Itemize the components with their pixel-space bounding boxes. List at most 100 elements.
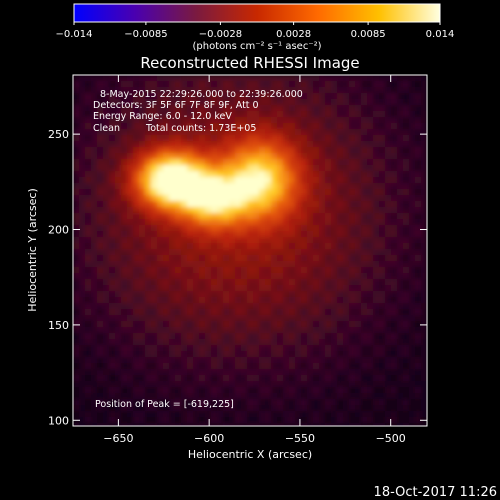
heatmap-cell <box>175 165 182 172</box>
heatmap-cell <box>163 153 170 160</box>
heatmap-cell <box>199 219 206 226</box>
heatmap-cell <box>223 297 230 304</box>
heatmap-cell <box>217 309 224 316</box>
heatmap-cell <box>337 135 344 142</box>
heatmap-cell <box>187 201 194 208</box>
heatmap-cell <box>337 369 344 376</box>
heatmap-cell <box>319 243 326 250</box>
heatmap-cell <box>313 369 320 376</box>
heatmap-cell <box>223 411 230 418</box>
heatmap-cell <box>331 117 338 124</box>
heatmap-cell <box>415 213 422 220</box>
heatmap-cell <box>211 279 218 286</box>
heatmap-cell <box>391 87 398 94</box>
heatmap-cell <box>115 81 122 88</box>
heatmap-cell <box>403 303 410 310</box>
heatmap-cell <box>187 147 194 154</box>
heatmap-cell <box>193 159 200 166</box>
heatmap-cell <box>379 243 386 250</box>
heatmap-cell <box>301 189 308 196</box>
heatmap-cell <box>127 171 134 178</box>
heatmap-cell <box>199 315 206 322</box>
heatmap-cell <box>385 405 392 412</box>
heatmap-cell <box>253 99 260 106</box>
heatmap-cell <box>139 207 146 214</box>
heatmap-cell <box>289 351 296 358</box>
heatmap-cell <box>265 123 272 130</box>
heatmap-cell <box>217 105 224 112</box>
heatmap-cell <box>139 153 146 160</box>
heatmap-cell <box>127 201 134 208</box>
heatmap-cell <box>397 201 404 208</box>
heatmap-cell <box>109 171 116 178</box>
heatmap-cell <box>187 303 194 310</box>
heatmap-cell <box>151 243 158 250</box>
heatmap-cell <box>343 405 350 412</box>
heatmap-cell <box>103 75 110 82</box>
heatmap-cell <box>415 243 422 250</box>
heatmap-cell <box>163 93 170 100</box>
heatmap-cell <box>157 303 164 310</box>
heatmap-cell <box>73 345 80 352</box>
heatmap-cell <box>235 357 242 364</box>
heatmap-cell <box>217 123 224 130</box>
heatmap-cell <box>145 81 152 88</box>
heatmap-cell <box>331 135 338 142</box>
heatmap-cell <box>271 135 278 142</box>
heatmap-cell <box>151 351 158 358</box>
heatmap-cell <box>319 177 326 184</box>
heatmap-cell <box>391 315 398 322</box>
heatmap-cell <box>79 363 86 370</box>
heatmap-cell <box>283 297 290 304</box>
heatmap-cell <box>235 297 242 304</box>
heatmap-cell <box>289 285 296 292</box>
heatmap-cell <box>157 99 164 106</box>
heatmap-cell <box>265 183 272 190</box>
heatmap-cell <box>289 255 296 262</box>
heatmap-cell <box>283 249 290 256</box>
heatmap-cell <box>139 297 146 304</box>
heatmap-cell <box>289 375 296 382</box>
heatmap-cell <box>247 243 254 250</box>
heatmap-cell <box>319 351 326 358</box>
heatmap-cell <box>223 417 230 424</box>
heatmap-cell <box>319 159 326 166</box>
heatmap-cell <box>295 303 302 310</box>
heatmap-cell <box>121 165 128 172</box>
heatmap-cell <box>415 171 422 178</box>
heatmap-cell <box>229 81 236 88</box>
heatmap-cell <box>115 309 122 316</box>
heatmap-cell <box>91 183 98 190</box>
heatmap-cell <box>331 315 338 322</box>
heatmap-cell <box>373 165 380 172</box>
heatmap-cell <box>175 111 182 118</box>
heatmap-cell <box>139 405 146 412</box>
heatmap-cell <box>103 207 110 214</box>
heatmap-cell <box>385 423 392 426</box>
heatmap-cell <box>319 261 326 268</box>
heatmap-cell <box>211 99 218 106</box>
heatmap-cell <box>337 315 344 322</box>
heatmap-cell <box>163 267 170 274</box>
heatmap-cell <box>253 141 260 148</box>
heatmap-cell <box>301 255 308 262</box>
heatmap-cell <box>73 369 80 376</box>
heatmap-cell <box>391 105 398 112</box>
heatmap-cell <box>307 243 314 250</box>
heatmap-cell <box>169 177 176 184</box>
heatmap-cell <box>397 153 404 160</box>
heatmap-cell <box>313 237 320 244</box>
heatmap-cell <box>157 123 164 130</box>
heatmap-cell <box>349 135 356 142</box>
heatmap-cell <box>319 339 326 346</box>
heatmap-cell <box>325 249 332 256</box>
heatmap-cell <box>397 279 404 286</box>
heatmap-cell <box>217 135 224 142</box>
heatmap-cell <box>415 129 422 136</box>
heatmap-cell <box>361 399 368 406</box>
heatmap-cell <box>373 303 380 310</box>
heatmap-cell <box>181 183 188 190</box>
heatmap-cell <box>271 315 278 322</box>
heatmap-cell <box>127 93 134 100</box>
heatmap-cell <box>169 105 176 112</box>
